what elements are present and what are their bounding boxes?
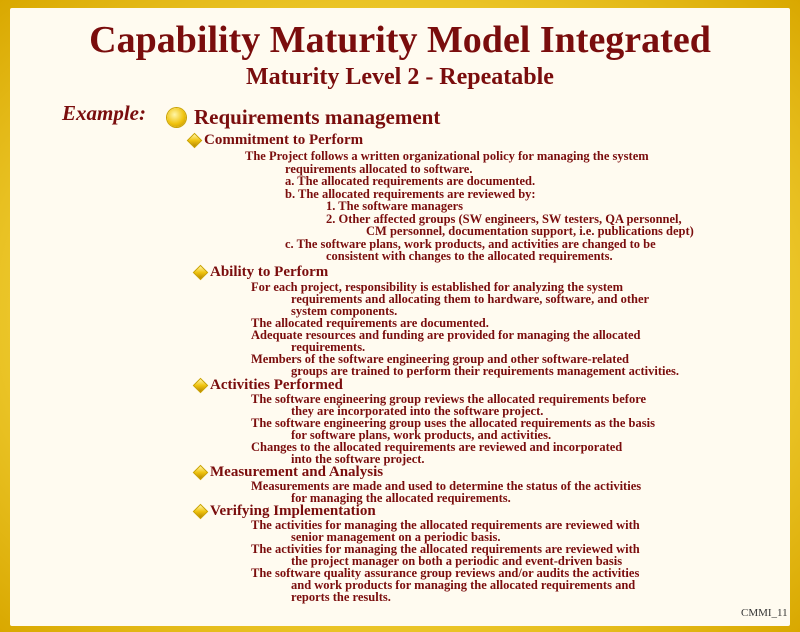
section-line: b. The allocated requirements are review… <box>285 186 536 201</box>
section-line: a. The allocated requirements are docume… <box>285 174 536 188</box>
section-line: The software engineering group uses the … <box>251 416 655 430</box>
section-line: The software engineering group reviews t… <box>251 392 647 406</box>
section-line: system components. <box>291 304 398 318</box>
section-heading-activities: Activities Performed <box>210 377 343 393</box>
section-line: 2. Other affected groups (SW engineers, … <box>326 211 682 226</box>
section-line: The allocated requirements are documente… <box>251 316 489 330</box>
section-line: Members of the software engineering grou… <box>251 352 629 366</box>
section-line: and work products for managing the alloc… <box>291 578 636 592</box>
section-line: senior management on a periodic basis. <box>291 530 501 544</box>
section-line: groups are trained to perform their requ… <box>291 364 680 378</box>
section-line: the project manager on both a periodic a… <box>291 554 623 568</box>
slide-title: Capability Maturity Model Integrated <box>89 19 711 61</box>
section-line: For each project, responsibility is esta… <box>251 280 623 294</box>
section-line: Adequate resources and funding are provi… <box>251 328 641 342</box>
section-line: they are incorporated into the software … <box>291 404 544 418</box>
section-line: c. The software plans, work products, an… <box>285 236 656 251</box>
section-line: Measurements are made and used to determ… <box>251 479 642 493</box>
section-line: into the software project. <box>291 452 425 466</box>
section-line: Changes to the allocated requirements ar… <box>251 440 623 454</box>
section-line: The activities for managing the allocate… <box>251 542 640 556</box>
section-line: requirements. <box>291 340 366 354</box>
section-line: for managing the allocated requirements. <box>291 491 511 505</box>
example-label: Example: <box>62 101 146 125</box>
section-line: CM personnel, documentation support, i.e… <box>366 224 694 238</box>
section-line: requirements and allocating them to hard… <box>291 292 650 306</box>
section-line: The software quality assurance group rev… <box>251 566 640 580</box>
slide-number: CMMI_11 <box>741 607 788 619</box>
section-line: requirements allocated to software. <box>285 161 473 176</box>
section-heading-measurement: Measurement and Analysis <box>210 464 384 480</box>
slide-panel <box>10 8 790 626</box>
section-heading-ability: Ability to Perform <box>210 264 329 280</box>
section-line: The activities for managing the allocate… <box>251 518 640 532</box>
gold-bullet-icon <box>167 108 186 127</box>
section-heading-verifying: Verifying Implementation <box>210 503 376 519</box>
slide-subtitle: Maturity Level 2 - Repeatable <box>246 64 554 90</box>
section-line: The Project follows a written organizati… <box>245 149 649 163</box>
topic-heading: Requirements management <box>194 105 441 129</box>
section-line: 1. The software managers <box>326 199 464 213</box>
section-line: reports the results. <box>291 590 391 604</box>
section-heading-commitment: Commitment to Perform <box>204 132 364 148</box>
section-line: for software plans, work products, and a… <box>291 428 552 442</box>
section-line: consistent with changes to the allocated… <box>326 249 613 263</box>
